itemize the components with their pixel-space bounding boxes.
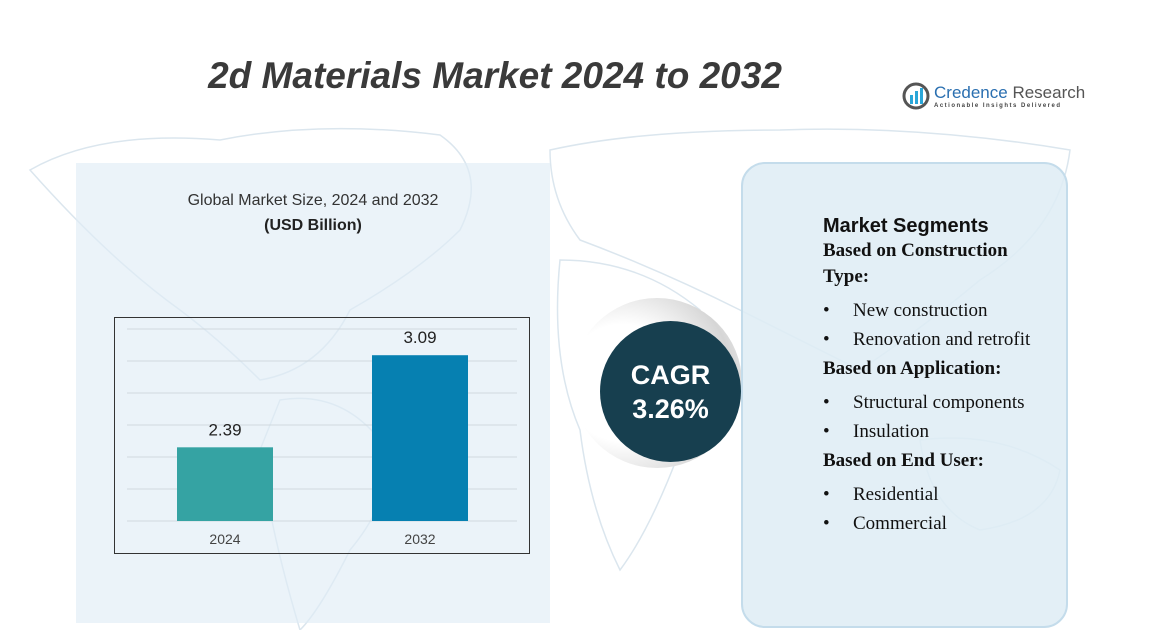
- bar-chart: 2.39 2024 3.09 2032: [114, 317, 530, 554]
- data-label: 3.09: [403, 328, 436, 347]
- segment-item: Residential: [823, 480, 1038, 509]
- segment-group-title: Based on End User:: [823, 450, 984, 471]
- segment-item: Renovation and retrofit: [823, 325, 1038, 354]
- bar-chart-svg: 2.39 2024 3.09 2032: [127, 328, 517, 547]
- credence-research-logo: Credence Research Actionable Insights De…: [902, 82, 1085, 110]
- logo-name-b: Research: [1012, 83, 1086, 102]
- cagr-label: CAGR: [630, 359, 711, 390]
- chart-title: Global Market Size, 2024 and 2032: [187, 192, 439, 209]
- logo-name-a: Credence: [934, 83, 1008, 102]
- cagr-badge: CAGR 3.26%: [600, 321, 741, 462]
- logo-tagline: Actionable Insights Delivered: [934, 103, 1062, 109]
- segment-item: Commercial: [823, 509, 1038, 538]
- bar-2024: [177, 447, 273, 521]
- cagr-value: 3.26%: [632, 393, 709, 424]
- x-tick-label: 2032: [404, 531, 435, 547]
- segments-heading: Market Segments: [823, 215, 989, 237]
- segment-group-title: Based on Application:: [823, 358, 1002, 379]
- bar-2032: [372, 355, 468, 521]
- data-label: 2.39: [208, 420, 241, 439]
- segment-item: Structural components: [823, 388, 1038, 417]
- logo-icon: [902, 82, 930, 110]
- market-segments: Market Segments Based on Construction Ty…: [823, 215, 1038, 540]
- chart-unit: (USD Billion): [264, 217, 362, 234]
- x-tick-label: 2024: [209, 531, 240, 547]
- page-title: 2d Materials Market 2024 to 2032: [208, 55, 782, 96]
- segment-group-title: Based on Construction Type:: [823, 240, 1008, 287]
- segment-item: New construction: [823, 296, 1038, 325]
- segment-item: Insulation: [823, 417, 1038, 446]
